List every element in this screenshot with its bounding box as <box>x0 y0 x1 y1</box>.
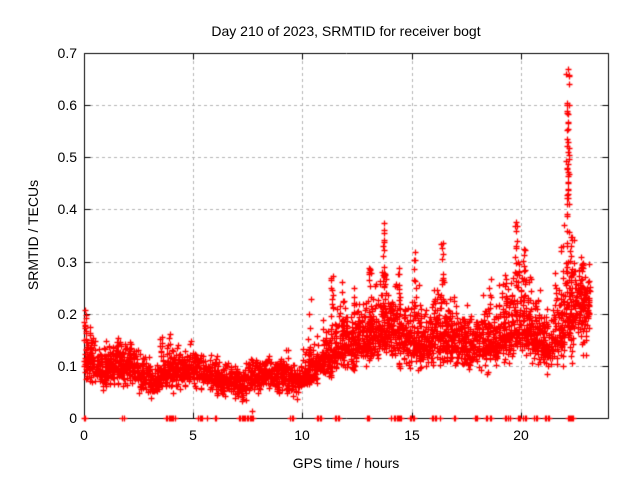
x-tick-label: 10 <box>294 427 310 443</box>
y-tick-label: 0.1 <box>57 358 77 374</box>
y-tick-label: 0.5 <box>57 149 77 165</box>
x-tick-label: 0 <box>80 427 88 443</box>
y-tick-label: 0.4 <box>57 201 77 217</box>
chart-title: Day 210 of 2023, SRMTID for receiver bog… <box>211 23 481 39</box>
x-tick-label: 20 <box>513 427 529 443</box>
x-tick-label: 5 <box>189 427 197 443</box>
y-tick-label: 0.3 <box>57 254 77 270</box>
x-axis-label: GPS time / hours <box>292 455 400 471</box>
y-tick-label: 0.7 <box>57 45 77 61</box>
y-axis-label: SRMTID / TECUs <box>25 179 41 291</box>
y-tick-label: 0.6 <box>57 97 77 113</box>
x-tick-label: 15 <box>404 427 420 443</box>
y-tick-label: 0.2 <box>57 306 77 322</box>
y-tick-label: 0 <box>69 410 77 426</box>
